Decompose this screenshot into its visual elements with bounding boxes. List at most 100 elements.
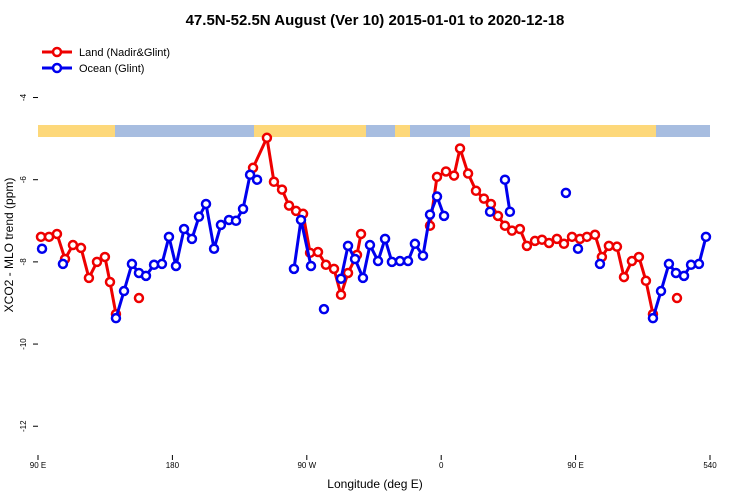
- x-tick-label: 90 E: [567, 461, 583, 470]
- data-point: [514, 223, 526, 235]
- data-point: [655, 285, 667, 297]
- data-point: [342, 240, 354, 252]
- data-point: [156, 258, 168, 270]
- data-point: [431, 171, 443, 183]
- data-point: [670, 267, 682, 279]
- data-point: [104, 276, 116, 288]
- data-point: [372, 255, 384, 267]
- data-point: [140, 270, 152, 282]
- data-point: [633, 251, 645, 263]
- data-point: [83, 272, 95, 284]
- data-point: [276, 184, 288, 195]
- data-point: [560, 187, 572, 199]
- data-point: [193, 211, 205, 222]
- y-tick-label: -4: [19, 93, 28, 101]
- data-point: [251, 174, 263, 185]
- data-point: [261, 132, 273, 144]
- data-point: [492, 210, 504, 222]
- data-point: [118, 285, 130, 297]
- data-point: [499, 220, 511, 231]
- data-point: [386, 256, 398, 268]
- data-point: [355, 228, 367, 240]
- data-point: [417, 250, 429, 261]
- y-tick-label: -6: [19, 176, 28, 184]
- data-point: [163, 231, 175, 243]
- data-point: [75, 242, 87, 254]
- data-point: [572, 243, 584, 254]
- data-point: [268, 176, 280, 188]
- data-point: [543, 237, 555, 249]
- data-point: [663, 258, 675, 270]
- data-point: [438, 210, 450, 222]
- data-point: [693, 258, 705, 270]
- x-tick-label: 540: [703, 461, 717, 470]
- y-tick-label: -10: [19, 338, 28, 350]
- data-point: [170, 260, 182, 272]
- data-point: [448, 170, 460, 181]
- data-point: [51, 228, 63, 240]
- data-point: [283, 200, 295, 211]
- data-point: [36, 243, 48, 254]
- data-point: [237, 203, 249, 215]
- data-point: [424, 209, 436, 220]
- data-point: [504, 206, 516, 218]
- x-axis-label: Longitude (deg E): [327, 477, 422, 491]
- data-point: [342, 267, 354, 279]
- data-point: [244, 169, 256, 181]
- data-point: [67, 239, 79, 251]
- data-point: [521, 240, 533, 252]
- x-tick-label: 0: [439, 461, 444, 470]
- data-point: [133, 292, 145, 304]
- data-point: [394, 255, 406, 267]
- data-point: [678, 270, 690, 282]
- data-point: [431, 191, 443, 202]
- data-point: [611, 241, 623, 252]
- data-point: [186, 233, 198, 245]
- data-point: [484, 206, 496, 218]
- data-point: [35, 231, 47, 243]
- x-tick-label: 90 E: [30, 461, 46, 470]
- data-point: [126, 258, 138, 270]
- data-point: [379, 233, 391, 245]
- data-point: [551, 233, 563, 245]
- x-tick-label: 90 W: [297, 461, 316, 470]
- legend-label: Land (Nadir&Glint): [79, 47, 170, 59]
- data-point: [618, 271, 630, 283]
- data-point: [357, 272, 369, 284]
- data-point: [178, 223, 190, 235]
- data-point: [454, 143, 466, 154]
- data-point: [603, 240, 615, 252]
- data-point: [335, 273, 347, 284]
- surface-strip: [38, 125, 710, 137]
- data-point: [364, 239, 376, 251]
- data-point: [295, 214, 307, 226]
- data-point: [640, 275, 652, 287]
- data-point: [581, 231, 593, 243]
- legend-marker: [51, 62, 63, 74]
- data-point: [99, 251, 111, 263]
- data-point: [440, 166, 452, 177]
- y-tick-label: -8: [19, 258, 28, 266]
- series-line: [41, 138, 677, 314]
- data-point: [110, 312, 122, 324]
- legend-marker: [51, 46, 63, 58]
- data-point: [558, 238, 570, 250]
- data-point: [470, 185, 482, 197]
- data-point: [499, 174, 511, 185]
- data-point: [462, 168, 474, 179]
- x-tick-label: 180: [166, 461, 180, 470]
- data-point: [305, 260, 317, 272]
- data-point: [200, 198, 212, 210]
- data-point: [478, 193, 490, 204]
- data-point: [594, 258, 606, 270]
- data-point: [647, 312, 659, 324]
- data-point: [328, 263, 340, 275]
- data-point: [335, 289, 347, 301]
- data-point: [589, 229, 601, 241]
- legend-label: Ocean (Glint): [79, 63, 144, 75]
- data-point: [671, 292, 683, 304]
- chart-title: 47.5N-52.5N August (Ver 10) 2015-01-01 t…: [186, 12, 565, 29]
- data-point: [318, 303, 330, 315]
- y-tick-label: -12: [19, 420, 28, 432]
